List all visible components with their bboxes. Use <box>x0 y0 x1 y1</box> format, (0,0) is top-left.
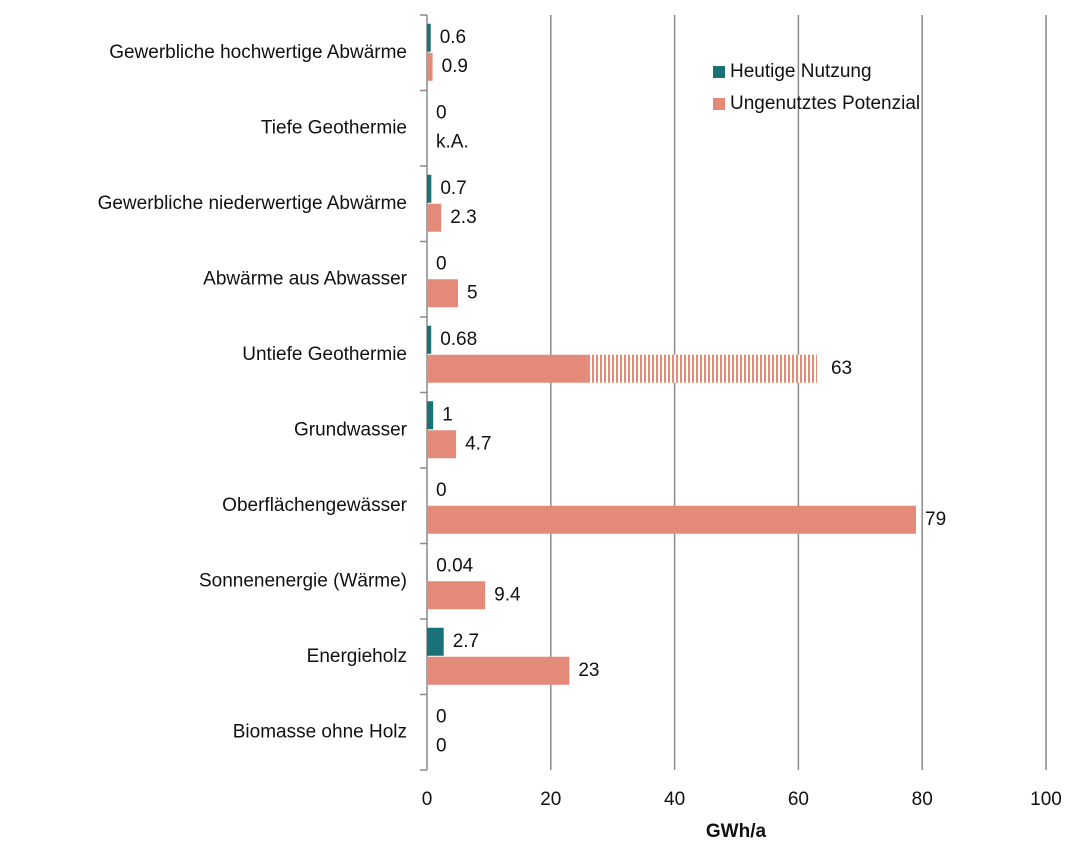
value-label: 0 <box>436 102 447 123</box>
y-tick-label: Energieholz <box>307 646 407 667</box>
value-label: 0 <box>436 735 447 756</box>
bar <box>427 656 570 685</box>
y-tick-label: Biomasse ohne Holz <box>233 721 407 742</box>
value-label: 4.7 <box>465 433 491 454</box>
x-axis-title: GWh/a <box>706 821 767 842</box>
y-tick-label: Grundwasser <box>294 419 408 440</box>
value-label: 5 <box>467 282 478 303</box>
x-tick-label: 80 <box>912 789 933 810</box>
bar <box>427 23 431 52</box>
value-label: 0 <box>436 480 447 501</box>
bar <box>427 505 917 534</box>
value-label: 0.7 <box>440 178 466 199</box>
x-tick-label: 60 <box>788 789 809 810</box>
bar <box>427 354 588 383</box>
bar <box>427 401 434 430</box>
x-tick-label: 0 <box>422 789 433 810</box>
value-label: 0.9 <box>442 56 468 77</box>
value-label: 0 <box>436 706 447 727</box>
x-tick-label: 40 <box>664 789 685 810</box>
x-tick-label: 100 <box>1030 789 1062 810</box>
bar <box>427 325 432 354</box>
bar <box>427 430 457 459</box>
value-label: 9.4 <box>494 584 521 605</box>
value-label: 0 <box>436 253 447 274</box>
y-tick-label: Untiefe Geothermie <box>242 344 407 365</box>
bar <box>427 174 432 203</box>
legend-label: Heutige Nutzung <box>730 61 872 82</box>
value-label: 0.68 <box>440 329 477 350</box>
value-label: 2.3 <box>450 207 476 228</box>
y-tick-label: Abwärme aus Abwasser <box>203 268 407 289</box>
bar <box>427 627 444 656</box>
value-label: 23 <box>578 660 599 681</box>
bar <box>427 52 433 81</box>
bar <box>427 279 458 308</box>
bar <box>427 581 486 610</box>
range-bar <box>587 354 817 383</box>
value-label: 63 <box>831 358 852 379</box>
value-label: 0.04 <box>436 555 473 576</box>
value-label: 2.7 <box>453 631 479 652</box>
value-label: 79 <box>925 509 946 530</box>
legend-label: Ungenutztes Potenzial <box>730 93 920 114</box>
y-tick-label: Gewerbliche niederwertige Abwärme <box>98 193 407 214</box>
y-tick-label: Oberflächengewässer <box>222 495 407 516</box>
y-tick-label: Sonnenenergie (Wärme) <box>199 570 407 591</box>
value-label: 0.6 <box>440 27 466 48</box>
value-label: k.A. <box>436 131 469 152</box>
y-tick-label: Gewerbliche hochwertige Abwärme <box>109 42 407 63</box>
x-tick-label: 20 <box>540 789 561 810</box>
value-label: 1 <box>442 404 453 425</box>
legend-swatch <box>713 66 725 78</box>
legend-swatch <box>713 98 725 110</box>
bar <box>427 203 442 232</box>
y-tick-label: Tiefe Geothermie <box>261 117 407 138</box>
